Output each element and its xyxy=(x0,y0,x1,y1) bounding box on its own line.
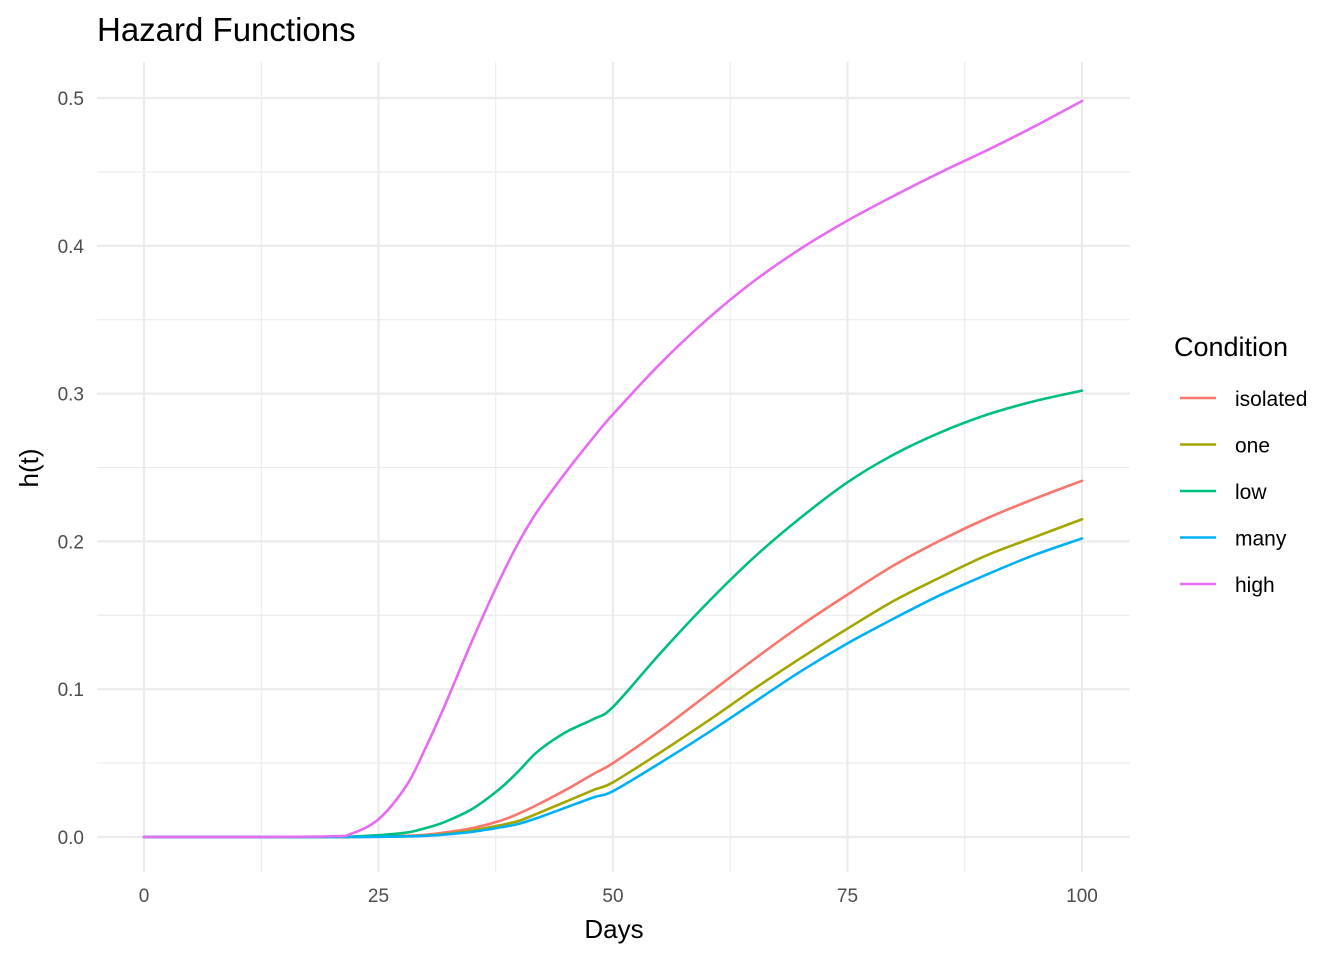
legend: Condition isolated one low many high xyxy=(1174,332,1307,597)
y-tick-label: 0.3 xyxy=(58,385,84,406)
chart-title: Hazard Functions xyxy=(97,11,356,48)
y-tick-label: 0.2 xyxy=(58,532,84,553)
y-tick-label: 0.5 xyxy=(58,89,84,110)
legend-label-one: one xyxy=(1235,435,1270,458)
y-tick-label: 0.1 xyxy=(58,680,84,701)
legend-label-isolated: isolated xyxy=(1235,388,1307,411)
x-axis-title: Days xyxy=(584,914,643,944)
legend-label-low: low xyxy=(1235,481,1267,504)
series-lines xyxy=(142,99,1084,839)
legend-label-many: many xyxy=(1235,528,1287,551)
x-tick-label: 100 xyxy=(1066,886,1098,907)
y-axis-title: h(t) xyxy=(14,449,44,488)
y-tick-label: 0.4 xyxy=(58,237,85,258)
x-tick-label: 75 xyxy=(837,886,858,907)
x-tick-label: 25 xyxy=(368,886,389,907)
legend-title: Condition xyxy=(1174,332,1288,362)
grid-major xyxy=(97,62,1130,872)
x-tick-label: 0 xyxy=(139,886,150,907)
series-line-many xyxy=(142,537,1084,839)
series-line-high xyxy=(142,99,1084,839)
x-tick-label: 50 xyxy=(602,886,623,907)
y-axis-ticks: 0.0 0.1 0.2 0.3 0.4 0.5 xyxy=(58,89,85,849)
legend-label-high: high xyxy=(1235,574,1275,597)
x-axis-ticks: 0 25 50 75 100 xyxy=(139,886,1098,907)
y-tick-label: 0.0 xyxy=(58,828,84,849)
